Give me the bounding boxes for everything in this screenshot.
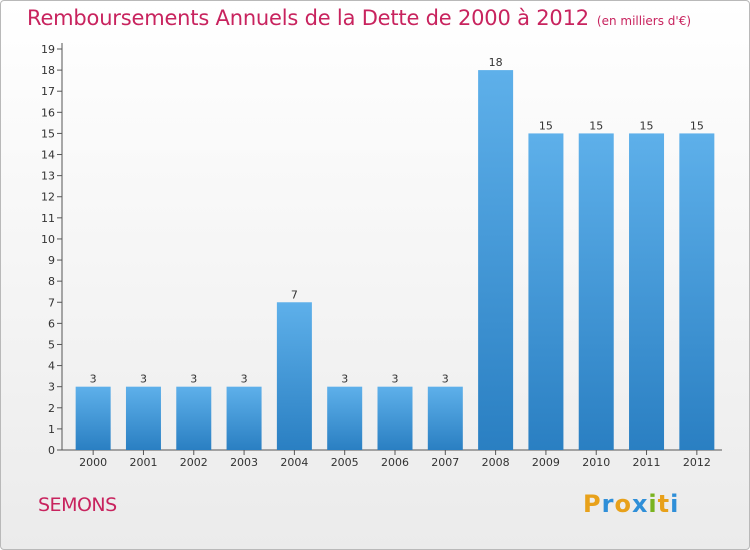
y-tick-label: 17 [41, 85, 55, 98]
value-label-2010: 15 [589, 119, 603, 132]
value-label-2003: 3 [241, 373, 248, 386]
value-label-2002: 3 [190, 373, 197, 386]
bar-2009 [528, 133, 564, 450]
bar-2011 [629, 133, 665, 450]
value-label-2012: 15 [690, 119, 704, 132]
x-tick-label-2011: 2011 [633, 456, 661, 469]
y-tick-label: 0 [48, 444, 55, 457]
chart-title-text: Remboursements Annuels de la Dette de 20… [27, 6, 589, 30]
y-tick-label: 9 [48, 254, 55, 267]
bar-2000 [75, 386, 111, 450]
x-tick-label-2002: 2002 [180, 456, 208, 469]
y-tick-label: 13 [41, 170, 55, 183]
y-tick-label: 4 [48, 360, 55, 373]
chart-unit: (en milliers d'€) [596, 14, 692, 28]
x-tick-label-2010: 2010 [582, 456, 610, 469]
y-tick-label: 12 [41, 191, 55, 204]
y-tick-label: 7 [48, 296, 55, 309]
y-tick-label: 3 [48, 381, 55, 394]
x-tick-label-2007: 2007 [431, 456, 459, 469]
x-tick-label-2004: 2004 [280, 456, 308, 469]
bar-2001 [125, 386, 161, 450]
value-label-2006: 3 [392, 373, 399, 386]
logo-letter: i [670, 490, 680, 518]
value-label-2001: 3 [140, 373, 147, 386]
x-tick-label-2008: 2008 [482, 456, 510, 469]
commune-name: SEMONS [38, 494, 117, 516]
y-tick-label: 16 [41, 106, 55, 119]
logo-letter: r [601, 490, 615, 518]
y-tick-label: 14 [41, 149, 55, 162]
y-tick-label: 8 [48, 275, 55, 288]
logo-letter: x [631, 490, 649, 518]
bar-2002 [176, 386, 212, 450]
value-label-2008: 18 [489, 56, 503, 69]
y-tick-label: 15 [41, 127, 55, 140]
logo-letter: o [614, 490, 632, 518]
bar-2012 [679, 133, 715, 450]
x-tick-label-2005: 2005 [331, 456, 359, 469]
y-tick-label: 19 [41, 43, 55, 56]
bar-2006 [377, 386, 413, 450]
bar-2007 [427, 386, 463, 450]
bar-2005 [327, 386, 363, 450]
value-label-2011: 15 [640, 119, 654, 132]
x-tick-label-2009: 2009 [532, 456, 560, 469]
x-tick-label-2006: 2006 [381, 456, 409, 469]
value-label-2009: 15 [539, 119, 553, 132]
y-tick-label: 18 [41, 64, 55, 77]
logo-letter: i [648, 490, 658, 518]
bar-2004 [276, 302, 312, 450]
value-label-2004: 7 [291, 288, 298, 301]
x-tick-label-2012: 2012 [683, 456, 711, 469]
value-label-2005: 3 [341, 373, 348, 386]
y-tick-label: 2 [48, 402, 55, 415]
bar-2003 [226, 386, 262, 450]
logo-letter: t [657, 490, 671, 518]
y-tick-label: 10 [41, 233, 55, 246]
x-tick-label-2003: 2003 [230, 456, 258, 469]
proxiti-logo: Proxiti [583, 490, 679, 518]
y-tick-label: 6 [48, 317, 55, 330]
y-tick-label: 5 [48, 338, 55, 351]
y-tick-label: 1 [48, 423, 55, 436]
logo-letter: P [583, 490, 602, 518]
value-label-2007: 3 [442, 373, 449, 386]
value-label-2000: 3 [90, 373, 97, 386]
y-tick-label: 11 [41, 212, 55, 225]
chart-title: Remboursements Annuels de la Dette de 20… [27, 6, 691, 30]
bar-2008 [478, 70, 514, 451]
x-tick-label-2001: 2001 [129, 456, 157, 469]
bar-2010 [578, 133, 614, 450]
x-tick-label-2000: 2000 [79, 456, 107, 469]
